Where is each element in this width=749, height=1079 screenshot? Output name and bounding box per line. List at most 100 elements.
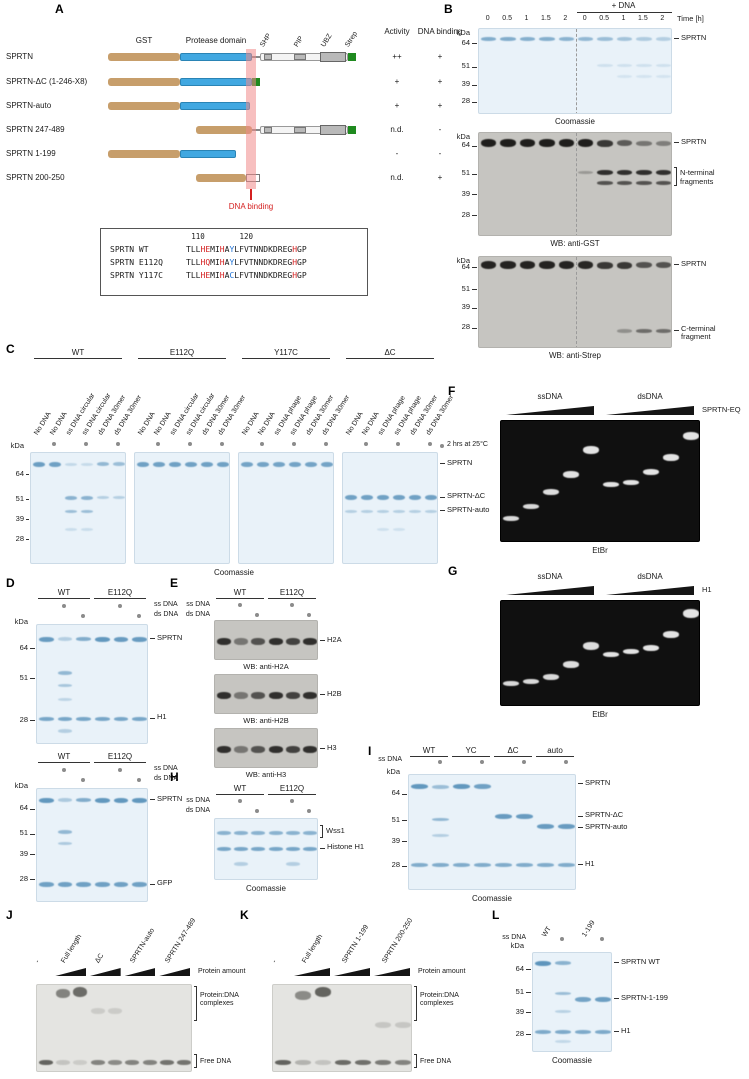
shift-lane-title: ΔC — [94, 952, 106, 965]
alignment-residue: T — [248, 245, 254, 254]
panel-e-header: E112Q — [279, 588, 305, 597]
dna-binding-value: - — [438, 149, 442, 158]
panel-e-band-label: H3 — [327, 742, 337, 752]
panel-e-blot-band — [234, 745, 248, 753]
panel-e-blot-band — [268, 745, 283, 753]
panel-l-band-label-tick — [614, 1031, 619, 1032]
emsa-gel-band — [563, 471, 579, 479]
panel-b-caption: WB: anti-GST — [550, 239, 600, 248]
panel-i-kda-value: 39 — [391, 835, 400, 845]
alignment-residue: H — [219, 258, 225, 267]
alignment-seq: TLLHEMIHAYLFVTNNDKDREGHGP — [186, 245, 346, 255]
shift-amount-wedge — [374, 968, 410, 976]
alignment-residue: V — [243, 271, 249, 280]
panel-h-gel — [214, 818, 318, 880]
shift-bracket — [194, 1054, 197, 1069]
panel-b-gel-band — [616, 63, 633, 67]
shift-gel-band — [90, 1059, 105, 1065]
panel-d-gel-band — [76, 637, 92, 642]
panel-c-dot — [260, 442, 264, 446]
plus-dna-label: + DNA — [611, 1, 636, 10]
panel-c-gel — [134, 452, 230, 564]
panel-b-gel-divider — [576, 133, 577, 235]
panel-e-blot — [214, 620, 318, 660]
time-point: 1.5 — [541, 15, 551, 22]
shift-gel-band — [160, 1059, 174, 1065]
panel-e-blot-band — [251, 745, 266, 753]
panel-c-caption: Coomassie — [213, 568, 255, 577]
alignment-residue: G — [297, 258, 302, 267]
alignment-residue: N — [258, 258, 264, 267]
panel-i-gel-band — [537, 823, 554, 829]
emsa-caption: EtBr — [592, 710, 608, 719]
gst-bar — [108, 150, 180, 158]
alignment-residue: T — [186, 245, 191, 254]
construct-name: SPRTN-ΔC (1-246-X8) — [6, 77, 88, 86]
protease-bar — [180, 53, 252, 61]
panel-e-row-label: ss DNA — [186, 601, 210, 608]
dna-binding-header: DNA binding — [417, 27, 463, 36]
panel-b-gel-band — [616, 74, 633, 78]
panel-e-band-label: H2B — [327, 688, 342, 698]
panel-e-blot-band — [234, 691, 248, 699]
time-point: 0 — [485, 15, 490, 22]
panel-e-blot-band — [216, 745, 231, 753]
panel-d-gel-band — [94, 716, 110, 721]
panel-d-gel-band — [57, 798, 73, 803]
panel-b-gel-band — [636, 63, 652, 67]
panel-l-lane-header: 1-199 — [581, 919, 597, 939]
panel-i-gel-band — [453, 784, 470, 790]
alignment-residue: Y — [229, 245, 235, 254]
shift-amount-label: Protein amount — [198, 968, 246, 975]
panel-d-dot — [62, 768, 66, 772]
shift-lane-title: SPRTN-auto — [129, 927, 157, 965]
panel-i-label: I — [368, 744, 372, 758]
panel-b-kda-tick — [472, 43, 477, 45]
alignment-residue: H — [200, 258, 206, 267]
alignment-residue: M — [210, 271, 215, 280]
panel-d-dot — [118, 604, 122, 608]
alignment-residue: D — [272, 258, 278, 267]
panel-c-gel-band — [64, 495, 78, 500]
panel-d-kda-value: 28 — [19, 873, 28, 883]
panel-i-kda-tick — [402, 865, 407, 867]
alignment-residue: A — [224, 271, 230, 280]
panel-d-band-label: GFP — [157, 878, 173, 888]
panel-l-label: L — [492, 908, 500, 922]
panel-i-dot — [521, 760, 526, 764]
panel-h-gel-band — [268, 830, 283, 835]
time-point: 1 — [524, 15, 529, 22]
panel-b-caption: WB: anti-Strep — [548, 351, 602, 360]
alignment-residue: T — [248, 258, 254, 267]
panel-d-gel-band — [38, 716, 54, 721]
alignment-residue: I — [214, 245, 220, 254]
panel-c-kda-value: 51 — [15, 493, 24, 503]
pip-box — [294, 127, 306, 133]
panel-b-gel-band — [655, 140, 671, 146]
panel-c-gel-band — [392, 527, 406, 531]
panel-b-gel-band — [655, 328, 671, 333]
pip-box — [294, 54, 306, 60]
panel-i-gel-band — [558, 863, 575, 868]
time-point: 1 — [621, 15, 626, 22]
panel-b-gel-band — [577, 139, 594, 148]
panel-i-kda-unit: kDa — [386, 767, 400, 776]
panel-i-gel-band — [495, 863, 512, 868]
panel-d-gel-band — [94, 882, 110, 888]
panel-c-gel-band — [360, 509, 374, 513]
panel-f-label: F — [448, 384, 456, 398]
panel-c-gel-band — [376, 495, 390, 501]
panel-c-dot — [84, 442, 88, 446]
panel-i-band-label: SPRTN-auto — [585, 821, 628, 831]
panel-l-gel-band — [535, 960, 551, 966]
dna-binding-tick — [250, 189, 252, 200]
panel-b-gel-band — [636, 262, 652, 269]
panel-c-kda-tick — [26, 474, 29, 476]
panel-b-gel-band — [616, 328, 633, 333]
panel-d-gel-band — [38, 882, 54, 888]
shift-bracket — [414, 1054, 417, 1069]
panel-c-kda-value: 64 — [15, 468, 24, 478]
panel-d-gel-band — [57, 728, 73, 733]
panel-e-header-line — [216, 598, 264, 599]
shift-gel — [272, 984, 412, 1072]
